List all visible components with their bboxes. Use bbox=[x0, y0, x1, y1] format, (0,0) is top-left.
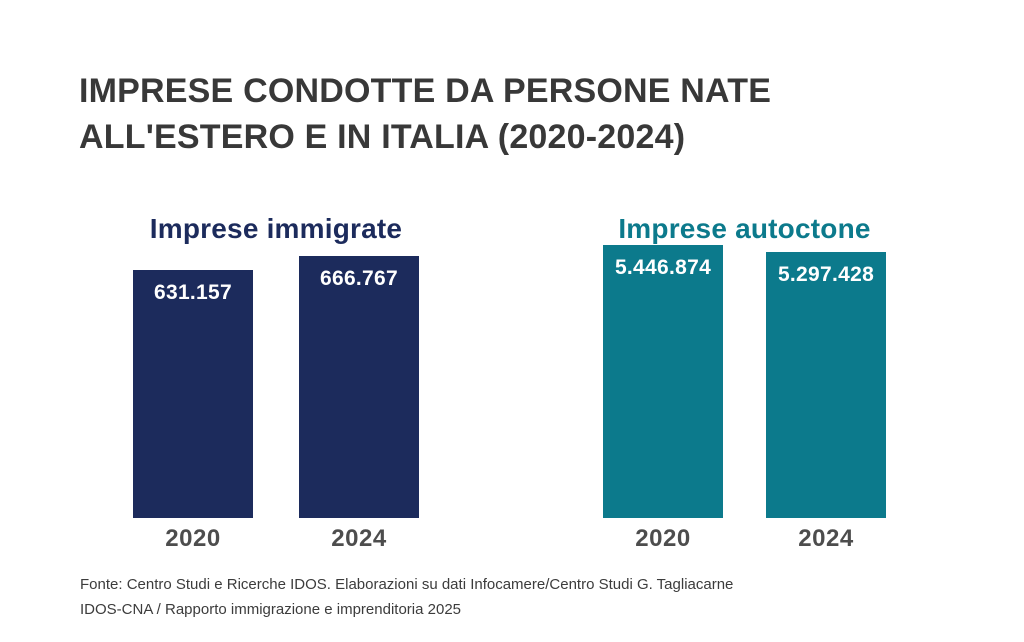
panel-imprese-immigrate: Imprese immigrate 631.157 2020 666.767 2… bbox=[133, 190, 419, 552]
bar-value-autoctone-2020: 5.446.874 bbox=[614, 256, 712, 279]
bar-immigrate-2020: 631.157 2020 bbox=[133, 270, 253, 552]
bar-autoctone-2024: 5.297.428 2024 bbox=[766, 252, 886, 552]
group-title-imprese-immigrate: Imprese immigrate bbox=[149, 213, 403, 245]
bar-autoctone-2020: 5.446.874 2020 bbox=[603, 245, 723, 552]
bar-value-immigrate-2020: 631.157 bbox=[153, 281, 232, 304]
bar-immigrate-2024: 666.767 2024 bbox=[299, 256, 419, 552]
source-note-line-2: IDOS-CNA / Rapporto immigrazione e impre… bbox=[80, 600, 461, 618]
x-axis-label-immigrate-2020: 2020 bbox=[165, 525, 221, 552]
page-title-line-1: IMPRESE CONDOTTE DA PERSONE NATE bbox=[79, 71, 772, 110]
bar-value-immigrate-2024: 666.767 bbox=[319, 267, 398, 290]
bars-row-immigrate: 631.157 2020 666.767 2024 bbox=[133, 190, 419, 552]
x-axis-label-immigrate-2024: 2024 bbox=[331, 525, 387, 552]
source-note: Fonte: Centro Studi e Ricerche IDOS. Ela… bbox=[80, 573, 733, 623]
bars-row-autoctone: 5.446.874 2020 5.297.428 2024 bbox=[603, 190, 886, 552]
x-axis-label-autoctone-2020: 2020 bbox=[635, 525, 691, 552]
x-axis-label-autoctone-2024: 2024 bbox=[798, 525, 854, 552]
page-title-line-2: ALL'ESTERO E IN ITALIA (2020-2024) bbox=[79, 117, 686, 156]
bar-value-autoctone-2024: 5.297.428 bbox=[777, 263, 875, 286]
panel-imprese-autoctone: Imprese autoctone 5.446.874 2020 5.297.4… bbox=[603, 190, 886, 552]
page-title: IMPRESE CONDOTTE DA PERSONE NATE ALL'EST… bbox=[79, 69, 771, 161]
source-note-line-1: Fonte: Centro Studi e Ricerche IDOS. Ela… bbox=[80, 576, 734, 593]
group-title-imprese-autoctone: Imprese autoctone bbox=[618, 213, 871, 245]
